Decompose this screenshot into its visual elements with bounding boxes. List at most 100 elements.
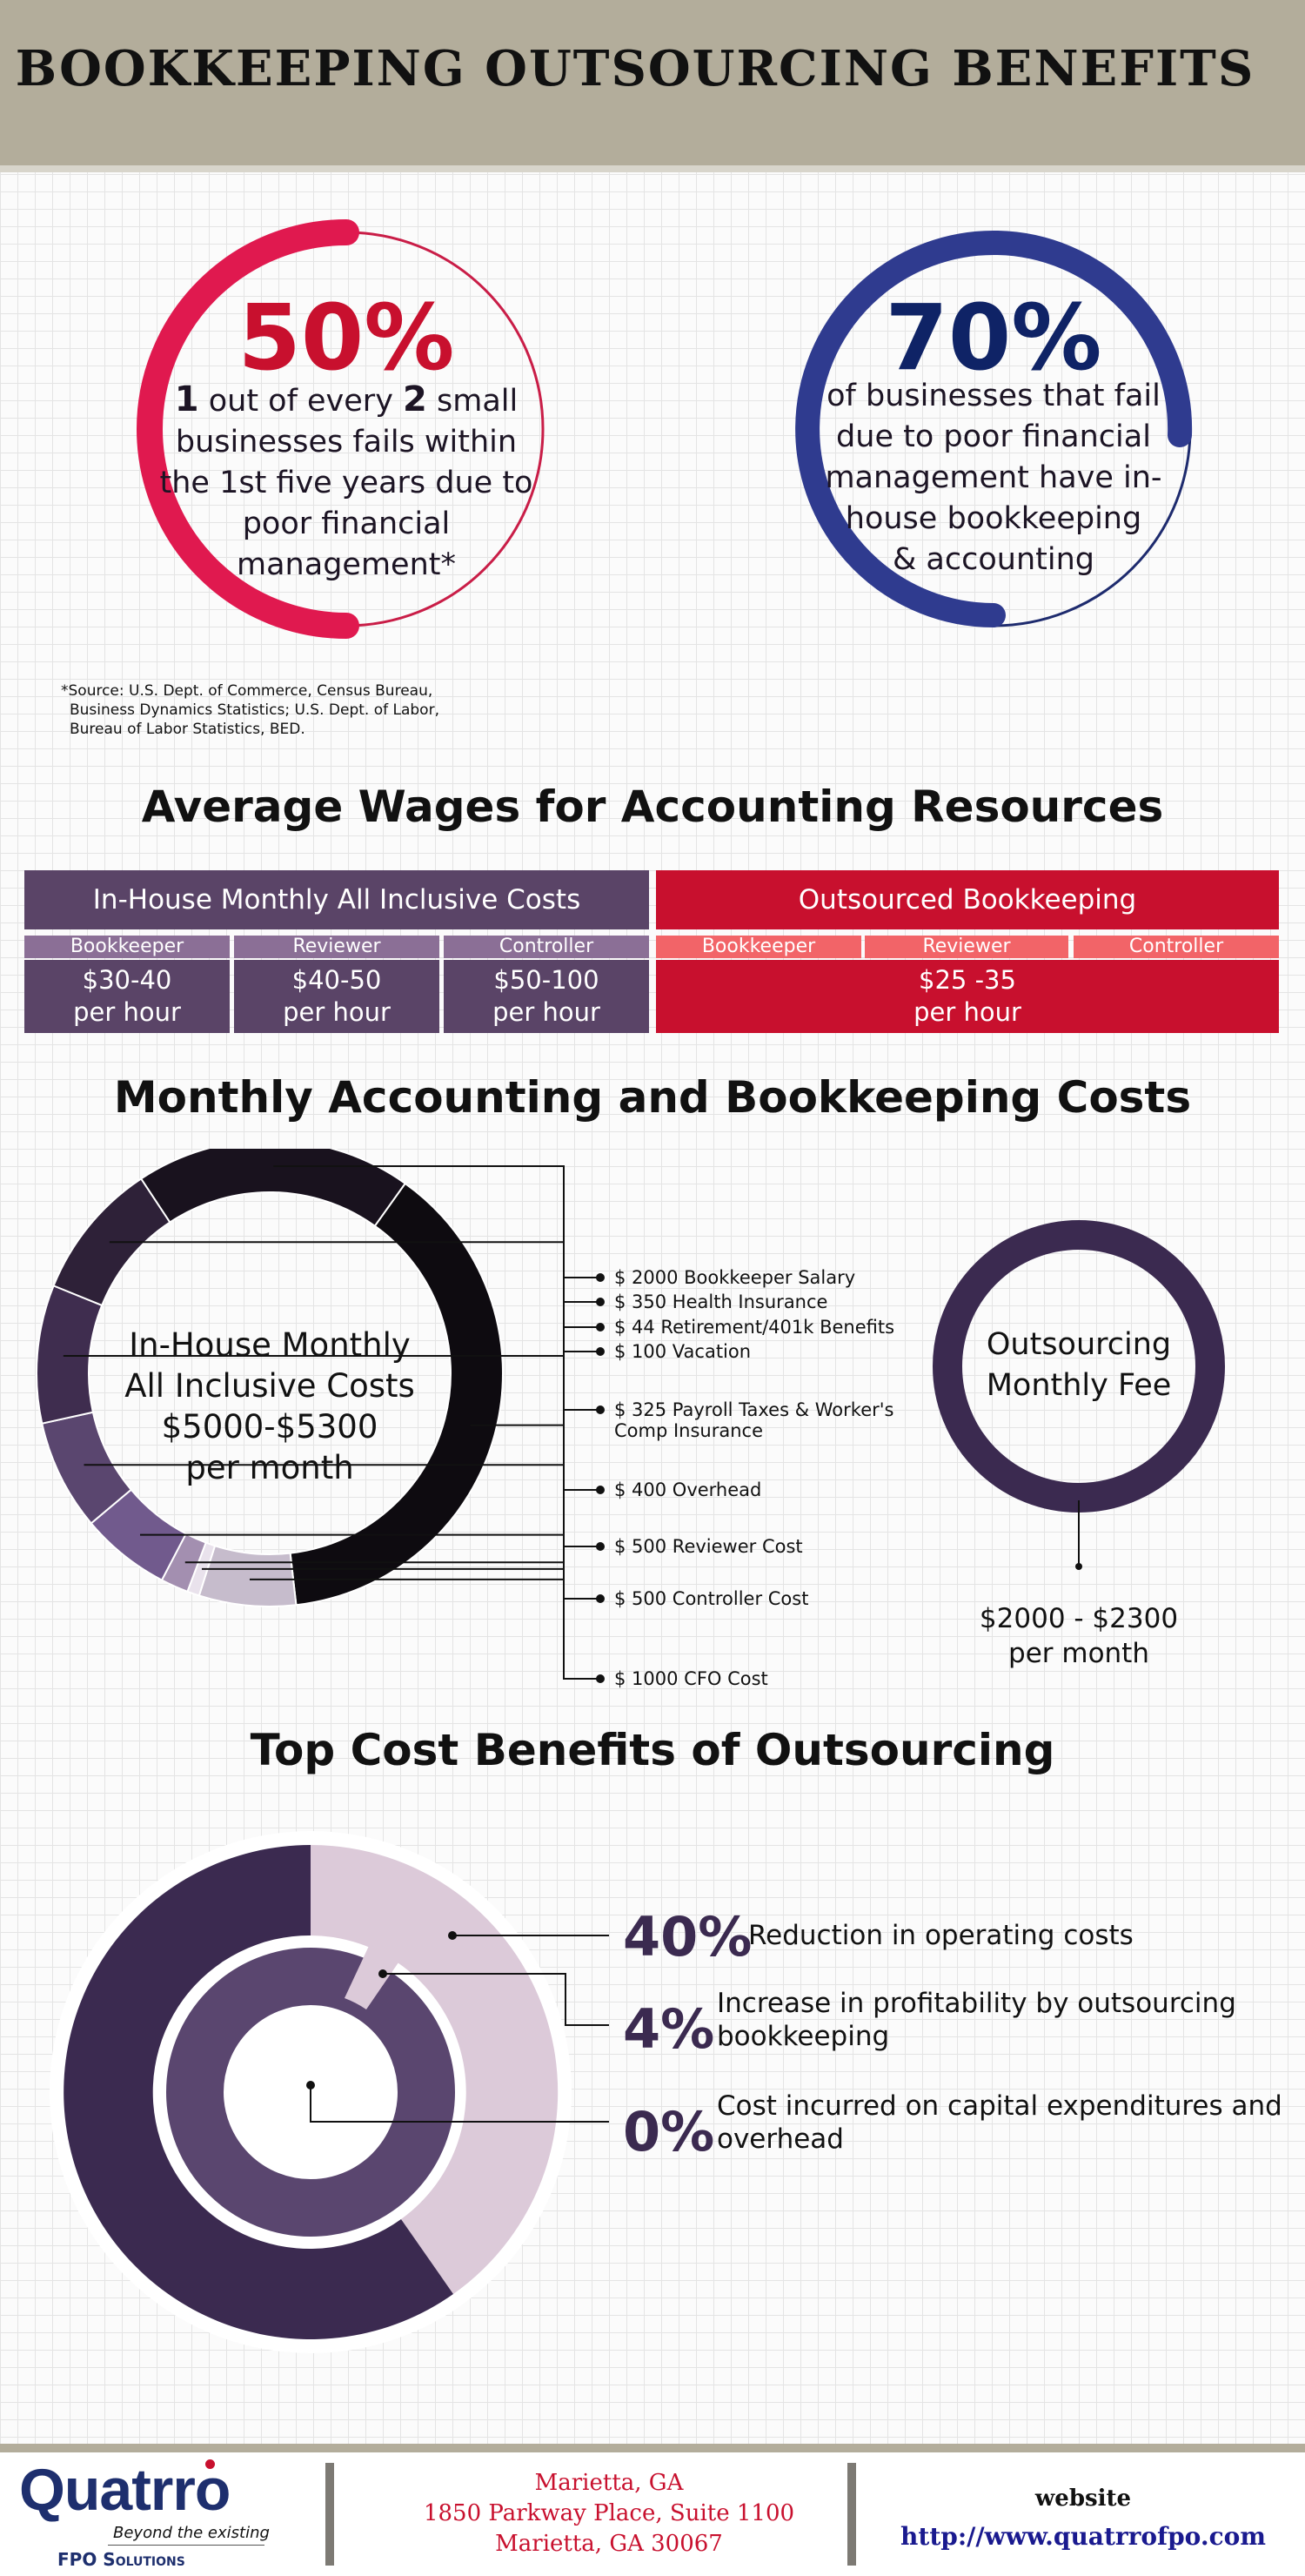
monthly-cost-leader-dot xyxy=(596,1542,605,1551)
logo-tagline: Beyond the existing xyxy=(113,2524,270,2542)
inhouse-role-bookkeeper: Bookkeeper xyxy=(24,936,230,958)
outsourcing-center-line-2: Monthly Fee xyxy=(986,1368,1172,1403)
benefit-3-line-1: Cost incurred on capital expenditures an… xyxy=(717,2090,1282,2122)
monthly-title: Monthly Accounting and Bookkeeping Costs xyxy=(113,1072,1192,1123)
stat-70-line-3: management have in- xyxy=(825,460,1162,495)
stat-70-line-4: house bookkeeping xyxy=(845,501,1142,536)
outsourced-header: Outsourced Bookkeeping xyxy=(656,870,1279,929)
website-label: website xyxy=(1034,2485,1132,2512)
benefits-inner-small-slice xyxy=(345,1946,398,2009)
outsourcing-fee-ring xyxy=(933,1220,1225,1513)
monthly-cost-leader-dot xyxy=(596,1347,605,1356)
monthly-cost-leader-dot xyxy=(596,1298,605,1306)
stat-70-ring-arc xyxy=(795,231,1193,627)
header-banner xyxy=(0,0,1305,172)
monthly-cost-label: $ 500 Controller Cost xyxy=(614,1588,809,1609)
outsourcing-fee-center: Outsourcing Monthly Fee xyxy=(948,1325,1209,1406)
benefit-2-line-2: bookkeeping xyxy=(717,2021,890,2052)
monthly-cost-slice xyxy=(289,1182,504,1607)
stat-50-line-5: management* xyxy=(237,547,456,582)
benefit-3-text: Cost incurred on capital expenditures an… xyxy=(717,2090,1291,2156)
outsourcing-fee-dot xyxy=(1075,1563,1082,1570)
stat-50-ring-arc xyxy=(137,219,359,639)
outsourced-role-bookkeeper: Bookkeeper xyxy=(656,936,861,958)
stat-50-percent: 50% xyxy=(238,285,455,391)
monthly-cost-label: $ 325 Payroll Taxes & Worker's Comp Insur… xyxy=(614,1399,894,1441)
stat-50-line-2: businesses fails within xyxy=(175,425,518,460)
outsourcing-fee-amount: $2000 - $2300 xyxy=(979,1603,1179,1634)
inhouse-center-line-2: All Inclusive Costs xyxy=(124,1367,415,1405)
outsourcing-fee-value: $2000 - $2300 per month xyxy=(948,1601,1209,1671)
benefit-2-percent: 4% xyxy=(623,1997,715,2061)
monthly-cost-leader-dot xyxy=(596,1405,605,1414)
source-line-1: *Source: U.S. Dept. of Commerce, Census … xyxy=(61,682,433,700)
monthly-cost-slice xyxy=(36,1285,104,1425)
benefits-title: Top Cost Benefits of Outsourcing xyxy=(250,1725,1055,1775)
inhouse-center-line-3: $5000-$5300 xyxy=(161,1408,378,1446)
logo-sub: FPO Solutions xyxy=(57,2549,185,2570)
benefits-chart xyxy=(50,1831,609,2353)
address-line-2: 1850 Parkway Place, Suite 1100 xyxy=(423,2500,795,2526)
outsourcing-center-line-1: Outsourcing xyxy=(986,1327,1172,1362)
stat-50-line-1: 1 out of every 2 small xyxy=(174,379,519,419)
monthly-cost-leader-dot xyxy=(596,1486,605,1494)
inhouse-header: In-House Monthly All Inclusive Costs xyxy=(24,870,649,929)
wages-title: Average Wages for Accounting Resources xyxy=(141,782,1164,832)
monthly-cost-leader-dot xyxy=(596,1273,605,1282)
benefit-2-line-1: Increase in profitability by outsourcing xyxy=(717,1988,1236,2019)
logo-wordmark: Quatrro xyxy=(19,2457,231,2523)
monthly-cost-leaders xyxy=(63,1165,605,1683)
monthly-cost-leader xyxy=(273,1165,600,1680)
benefits-inner-ring xyxy=(166,1948,455,2237)
outsourced-rate: $25 -35 per hour xyxy=(656,960,1279,1033)
monthly-cost-label: $ 2000 Bookkeeper Salary xyxy=(614,1267,856,1288)
stat-70-line-2: due to poor financial xyxy=(836,419,1151,454)
stat-50-line-4: poor financial xyxy=(242,506,451,541)
monthly-cost-label: $ 44 Retirement/401k Benefits xyxy=(614,1317,895,1338)
benefit-1-percent: 40% xyxy=(623,1905,753,1969)
benefits-leaders xyxy=(306,1931,609,2123)
stat-70-description: of businesses that fail due to poor fina… xyxy=(802,376,1185,580)
monthly-cost-leader-dot xyxy=(596,1674,605,1683)
monthly-cost-chart xyxy=(36,1149,1225,1683)
page-title: BOOKKEEPING OUTSOURCING BENEFITS xyxy=(15,40,1255,97)
monthly-cost-label: $ 100 Vacation xyxy=(614,1341,752,1362)
benefit-1-text: Reduction in operating costs xyxy=(748,1920,1134,1951)
monthly-cost-label: $ 500 Reviewer Cost xyxy=(614,1536,803,1557)
company-logo: Quatrro Beyond the existing FPO Solution… xyxy=(19,2456,280,2570)
stat-50-line-3: the 1st five years due to xyxy=(159,466,533,500)
monthly-cost-leader-dot xyxy=(596,1594,605,1603)
source-note: *Source: U.S. Dept. of Commerce, Census … xyxy=(61,681,461,739)
footer xyxy=(0,2444,1305,2576)
monthly-cost-label: $ 1000 CFO Cost xyxy=(614,1668,768,1689)
inhouse-role-reviewer: Reviewer xyxy=(234,936,439,958)
footer-divider-1 xyxy=(325,2463,334,2566)
benefits-outer-dark-slice xyxy=(64,1845,453,2339)
inhouse-monthly-center: In-House Monthly All Inclusive Costs $50… xyxy=(96,1325,444,1488)
outsourcing-fee-period: per month xyxy=(1008,1638,1149,1669)
address-line-3: Marietta, GA 30067 xyxy=(495,2531,723,2557)
website-link[interactable]: http://www.quatrrofpo.com xyxy=(900,2522,1266,2551)
inhouse-rate-reviewer: $40-50 per hour xyxy=(234,960,439,1033)
outsourced-role-controller: Controller xyxy=(1074,936,1279,958)
inhouse-center-line-1: In-House Monthly xyxy=(129,1326,411,1364)
source-line-2: Business Dynamics Statistics; U.S. Dept.… xyxy=(70,701,439,719)
stat-50-description: 1 out of every 2 small businesses fails … xyxy=(155,379,538,586)
address-line-1: Marietta, GA xyxy=(534,2470,684,2496)
footer-address: Marietta, GA 1850 Parkway Place, Suite 1… xyxy=(365,2468,853,2559)
stat-70-line-5: & accounting xyxy=(893,542,1094,577)
logo-dot-icon xyxy=(205,2459,215,2469)
benefit-3-line-2: overhead xyxy=(717,2123,844,2155)
monthly-cost-slice xyxy=(197,1544,298,1607)
inhouse-center-line-4: per month xyxy=(185,1449,354,1486)
monthly-cost-leader-dot xyxy=(596,1323,605,1332)
stat-rings xyxy=(137,219,1193,639)
benefit-3-percent: 0% xyxy=(623,2100,715,2163)
outsourced-role-reviewer: Reviewer xyxy=(865,936,1068,958)
inhouse-rate-bookkeeper: $30-40 per hour xyxy=(24,960,230,1033)
benefit-2-text: Increase in profitability by outsourcing… xyxy=(717,1987,1291,2053)
stat-70-percent: 70% xyxy=(885,285,1102,391)
footer-divider-2 xyxy=(847,2463,856,2566)
benefits-outer-light-slice xyxy=(311,1845,559,2294)
source-line-3: Bureau of Labor Statistics, BED. xyxy=(70,721,305,738)
